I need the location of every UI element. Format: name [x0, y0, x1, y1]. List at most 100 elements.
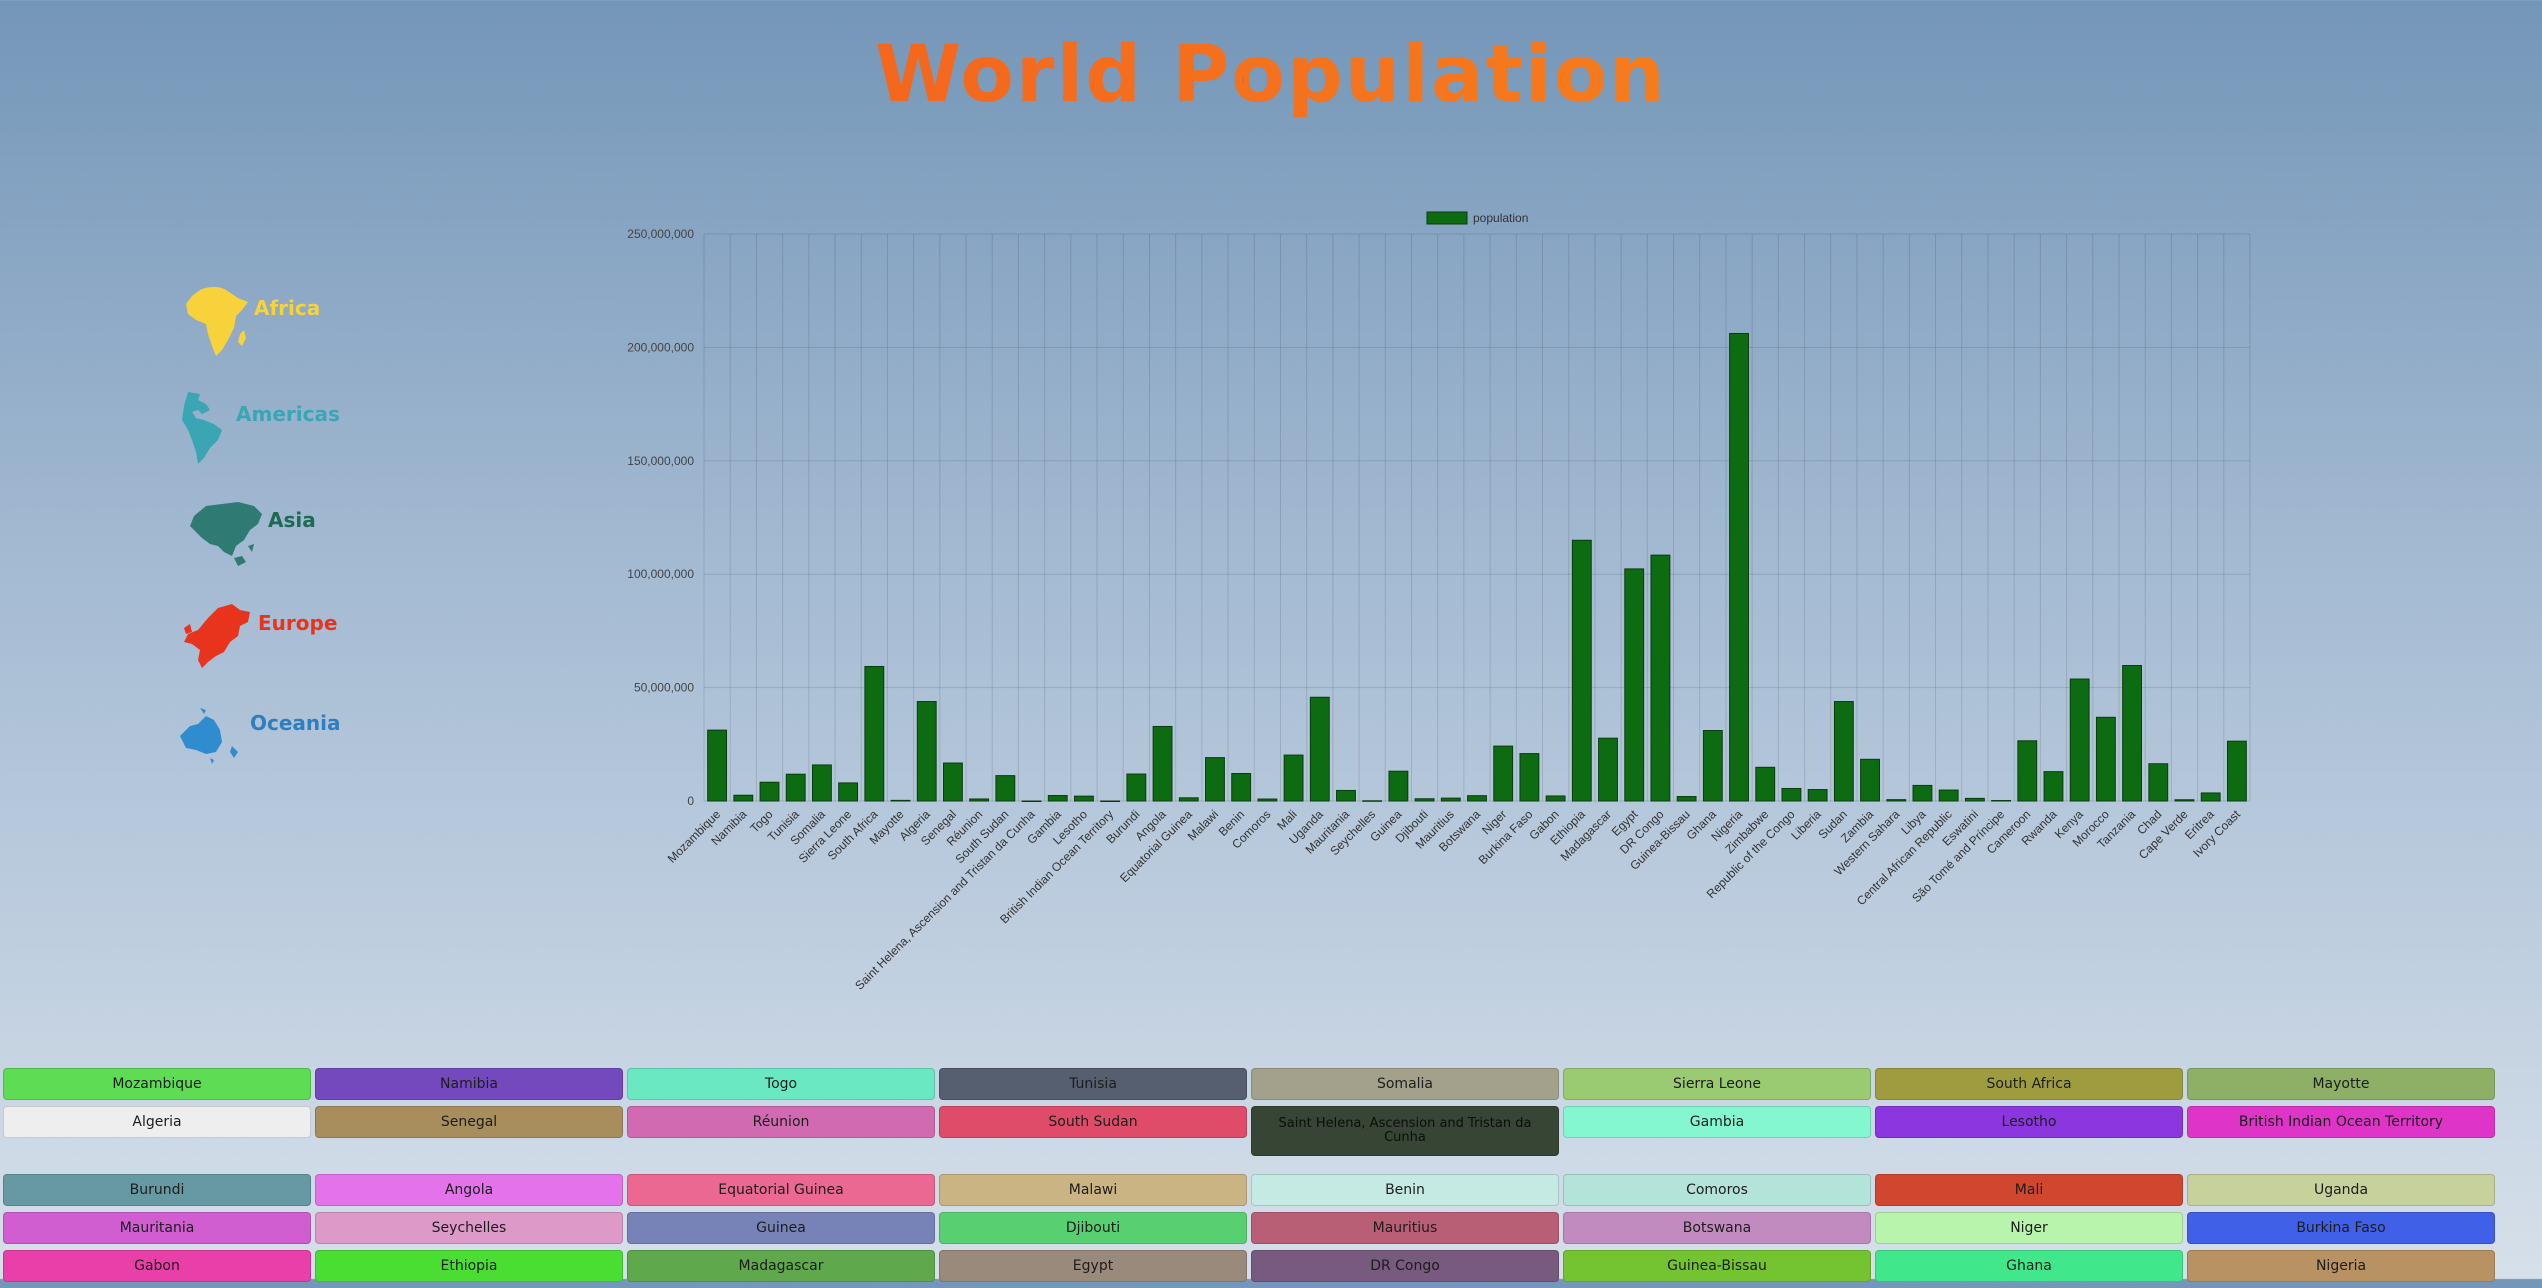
bar-19[interactable]	[1205, 757, 1225, 802]
bar-35[interactable]	[1624, 568, 1645, 802]
country-button[interactable]: Equatorial Guinea	[627, 1174, 935, 1206]
bar-30[interactable]	[1493, 745, 1514, 802]
bar-56[interactable]	[2174, 799, 2195, 802]
bar-9[interactable]	[942, 762, 963, 802]
country-button[interactable]: Ethiopia	[315, 1250, 623, 1282]
bar-52[interactable]	[2069, 678, 2090, 802]
bar-8[interactable]	[916, 701, 937, 802]
country-button[interactable]: Somalia	[1251, 1068, 1559, 1100]
bar-45[interactable]	[1886, 799, 1907, 802]
bar-1[interactable]	[733, 794, 754, 802]
bar-57[interactable]	[2200, 792, 2221, 802]
country-button[interactable]: Mozambique	[3, 1068, 311, 1100]
bar-58[interactable]	[2226, 740, 2247, 802]
country-button[interactable]: Angola	[315, 1174, 623, 1206]
country-button[interactable]: Benin	[1251, 1174, 1559, 1206]
country-button[interactable]: Gambia	[1563, 1106, 1871, 1138]
bar-24[interactable]	[1336, 789, 1356, 802]
country-button[interactable]: Mali	[1875, 1174, 2183, 1206]
bar-10[interactable]	[969, 798, 990, 802]
bar-48[interactable]	[1964, 797, 1985, 802]
country-button[interactable]: Nigeria	[2187, 1250, 2495, 1282]
country-button[interactable]: Botswana	[1563, 1212, 1871, 1244]
bar-12[interactable]	[1021, 800, 1042, 802]
country-button[interactable]: Burundi	[3, 1174, 311, 1206]
country-button[interactable]: Malawi	[939, 1174, 1247, 1206]
continent-africa[interactable]: Africa	[186, 284, 320, 360]
bar-25[interactable]	[1362, 800, 1383, 802]
bar-53[interactable]	[2095, 716, 2116, 802]
country-button[interactable]: Djibouti	[939, 1212, 1247, 1244]
bar-36[interactable]	[1650, 554, 1671, 802]
country-button[interactable]: Réunion	[627, 1106, 935, 1138]
country-button[interactable]: Namibia	[315, 1068, 623, 1100]
country-button[interactable]: Madagascar	[627, 1250, 935, 1282]
country-button[interactable]: Burkina Faso	[2187, 1212, 2495, 1244]
bar-3[interactable]	[785, 773, 806, 802]
country-button[interactable]: Guinea	[627, 1212, 935, 1244]
bar-31[interactable]	[1519, 753, 1540, 802]
continent-americas[interactable]: Americas	[180, 390, 340, 466]
bar-33[interactable]	[1571, 539, 1592, 802]
bar-2[interactable]	[759, 781, 780, 802]
bar-4[interactable]	[811, 764, 832, 802]
bar-55[interactable]	[2148, 763, 2169, 802]
bar-27[interactable]	[1414, 798, 1435, 802]
bar-43[interactable]	[1833, 701, 1854, 802]
continent-asia[interactable]: Asia	[188, 496, 316, 572]
bar-22[interactable]	[1283, 754, 1304, 802]
bar-54[interactable]	[2122, 665, 2143, 802]
country-button[interactable]: Niger	[1875, 1212, 2183, 1244]
country-button[interactable]: Tunisia	[939, 1068, 1247, 1100]
country-button[interactable]: Mauritania	[3, 1212, 311, 1244]
bar-37[interactable]	[1676, 796, 1697, 802]
bar-15[interactable]	[1100, 800, 1121, 802]
country-button[interactable]: Ghana	[1875, 1250, 2183, 1282]
country-button[interactable]: Senegal	[315, 1106, 623, 1138]
country-button[interactable]: Algeria	[3, 1106, 311, 1138]
bar-11[interactable]	[995, 775, 1016, 802]
bar-41[interactable]	[1781, 787, 1802, 802]
continent-oceania[interactable]: Oceania	[176, 706, 341, 768]
bar-14[interactable]	[1074, 795, 1094, 802]
country-button[interactable]: DR Congo	[1251, 1250, 1559, 1282]
bar-34[interactable]	[1598, 737, 1618, 802]
chart-legend[interactable]: population	[1426, 211, 1528, 225]
bar-51[interactable]	[2043, 771, 2064, 802]
bar-47[interactable]	[1938, 789, 1959, 802]
bar-38[interactable]	[1702, 730, 1723, 802]
bar-20[interactable]	[1231, 773, 1252, 802]
bar-13[interactable]	[1047, 795, 1068, 802]
country-button[interactable]: British Indian Ocean Territory	[2187, 1106, 2495, 1138]
country-button[interactable]: Mauritius	[1251, 1212, 1559, 1244]
country-button[interactable]: Mayotte	[2187, 1068, 2495, 1100]
country-button[interactable]: Togo	[627, 1068, 935, 1100]
country-button[interactable]: Guinea-Bissau	[1563, 1250, 1871, 1282]
bar-44[interactable]	[1860, 758, 1880, 802]
bar-7[interactable]	[890, 799, 911, 802]
country-button[interactable]: South Africa	[1875, 1068, 2183, 1100]
bar-21[interactable]	[1257, 798, 1278, 802]
country-button[interactable]: Sierra Leone	[1563, 1068, 1871, 1100]
bar-17[interactable]	[1152, 725, 1173, 802]
bar-39[interactable]	[1729, 332, 1749, 802]
bar-23[interactable]	[1309, 696, 1330, 802]
bar-29[interactable]	[1467, 795, 1487, 802]
country-button[interactable]: Comoros	[1563, 1174, 1871, 1206]
bar-42[interactable]	[1807, 789, 1828, 802]
country-button[interactable]: Lesotho	[1875, 1106, 2183, 1138]
bar-49[interactable]	[1991, 800, 2012, 802]
country-button[interactable]: Egypt	[939, 1250, 1247, 1282]
bar-6[interactable]	[864, 665, 885, 802]
country-button[interactable]: Uganda	[2187, 1174, 2495, 1206]
country-button[interactable]: Saint Helena, Ascension and Tristan da C…	[1251, 1106, 1559, 1156]
bar-16[interactable]	[1126, 773, 1147, 802]
country-button[interactable]: Gabon	[3, 1250, 311, 1282]
bar-26[interactable]	[1388, 770, 1409, 802]
bar-0[interactable]	[707, 729, 728, 802]
bar-50[interactable]	[2017, 740, 2038, 802]
bar-46[interactable]	[1912, 784, 1933, 802]
bar-32[interactable]	[1545, 795, 1566, 802]
country-button[interactable]: Seychelles	[315, 1212, 623, 1244]
bar-18[interactable]	[1178, 797, 1199, 802]
